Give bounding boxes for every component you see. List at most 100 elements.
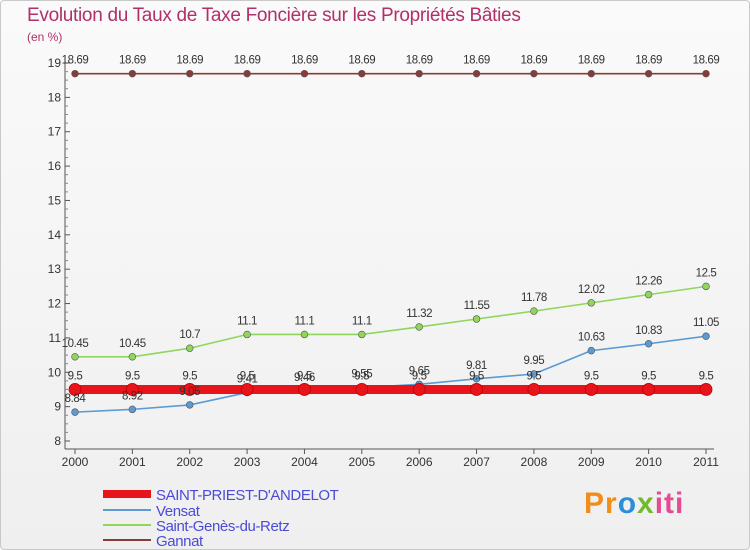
data-point — [128, 353, 137, 361]
data-point — [644, 340, 653, 348]
data-label: 9.5 — [412, 370, 427, 382]
data-point — [415, 69, 423, 78]
data-label: 12.26 — [635, 276, 662, 288]
data-point — [300, 69, 309, 78]
data-point — [71, 69, 79, 78]
data-label: 11.78 — [521, 292, 547, 304]
data-label: 18.69 — [176, 55, 203, 67]
data-label: 9.95 — [524, 355, 545, 367]
x-tick-label: 2002 — [176, 455, 203, 469]
data-point — [530, 307, 538, 315]
data-point — [584, 383, 598, 396]
chart-legend: SAINT-PRIEST-D'ANDELOTVensatSaint-Genès-… — [103, 487, 339, 549]
data-point — [644, 69, 653, 78]
y-tick-label: 11 — [49, 331, 62, 345]
data-point — [128, 69, 137, 78]
data-label: 9.5 — [354, 370, 369, 382]
data-point — [530, 69, 538, 78]
data-label: 9.5 — [125, 370, 140, 382]
data-point — [530, 370, 538, 378]
y-tick-label: 16 — [48, 159, 62, 173]
series-line — [75, 285, 707, 358]
data-label: 12.5 — [696, 267, 717, 279]
data-label: 10.63 — [578, 332, 605, 344]
data-point — [472, 69, 481, 78]
data-label: 11.1 — [294, 315, 314, 327]
data-label: 11.55 — [464, 300, 490, 312]
data-label: 9.81 — [466, 360, 487, 372]
data-point — [183, 383, 197, 396]
data-point — [642, 383, 656, 396]
data-point — [470, 383, 483, 396]
data-label: 9.5 — [68, 370, 83, 382]
data-point — [240, 383, 254, 396]
data-point — [358, 330, 366, 339]
data-label: 8.92 — [122, 390, 143, 402]
data-point — [699, 383, 713, 396]
data-point — [587, 299, 595, 307]
chart-title: Evolution du Taux de Taxe Foncière sur l… — [27, 5, 521, 26]
data-point — [125, 383, 139, 396]
data-label: 9.5 — [641, 370, 656, 382]
y-tick-label: 9 — [54, 400, 61, 414]
data-point — [355, 383, 369, 396]
data-point — [243, 69, 251, 78]
series-line — [74, 335, 707, 413]
data-point — [412, 383, 426, 396]
y-tick-label: 8 — [54, 434, 61, 448]
data-label: 18.69 — [463, 55, 490, 67]
legend-label: Gannat — [156, 533, 204, 549]
data-label: 18.69 — [635, 55, 662, 67]
legend-label: Saint-Genès-du-Retz — [156, 518, 289, 535]
data-point — [298, 383, 311, 396]
data-label: 11.32 — [406, 308, 432, 320]
data-label: 9.5 — [297, 370, 312, 382]
x-tick-label: 2006 — [406, 455, 433, 469]
data-point — [702, 69, 710, 78]
data-label: 18.69 — [119, 55, 146, 67]
data-label: 11.1 — [352, 315, 372, 327]
x-tick-label: 2005 — [348, 455, 375, 469]
data-point — [186, 401, 194, 409]
data-point — [68, 383, 82, 396]
data-point — [186, 69, 194, 78]
data-point — [186, 344, 194, 352]
x-tick-label: 2003 — [234, 455, 261, 469]
data-point — [472, 315, 481, 323]
y-tick-label: 13 — [48, 262, 62, 276]
y-tick-label: 18 — [48, 90, 62, 104]
x-tick-label: 2011 — [693, 455, 719, 469]
data-point — [644, 290, 653, 299]
legend-label: Vensat — [156, 503, 201, 520]
data-label: 9.5 — [527, 370, 542, 382]
data-label: 10.83 — [635, 325, 662, 337]
data-label: 12.02 — [578, 284, 605, 296]
x-tick-label: 2004 — [291, 455, 318, 469]
logo-part: o — [617, 487, 638, 520]
y-tick-label: 12 — [48, 297, 62, 311]
x-tick-label: 2008 — [521, 455, 548, 469]
data-label: 18.69 — [693, 55, 720, 67]
data-point — [243, 330, 251, 339]
y-tick-label: 19 — [48, 56, 62, 70]
data-label: 18.69 — [234, 55, 261, 67]
data-label: 18.69 — [578, 55, 605, 67]
chart-axes: 8 9 10 11 12 13 14 15 16 17 18 19 2000 2001 2002 2003 20… — [48, 56, 720, 469]
logo-part: Pr — [584, 487, 618, 520]
y-tick-label: 15 — [48, 193, 62, 207]
x-tick-label: 2000 — [62, 455, 89, 469]
data-label: 8.84 — [65, 393, 87, 405]
data-label: 9.5 — [584, 370, 599, 382]
x-tick-label: 2009 — [578, 455, 605, 469]
data-point — [300, 330, 309, 339]
data-label: 18.69 — [291, 55, 318, 67]
logo-part: iti — [654, 487, 685, 520]
chart-subtitle: (en %) — [27, 30, 63, 44]
logo-part: x — [637, 487, 655, 520]
y-tick-label: 10 — [48, 365, 62, 379]
data-label: 10.7 — [179, 329, 200, 341]
legend-label: SAINT-PRIEST-D'ANDELOT — [156, 487, 339, 504]
data-label: 9.5 — [240, 370, 255, 382]
data-label: 11.1 — [237, 315, 257, 327]
